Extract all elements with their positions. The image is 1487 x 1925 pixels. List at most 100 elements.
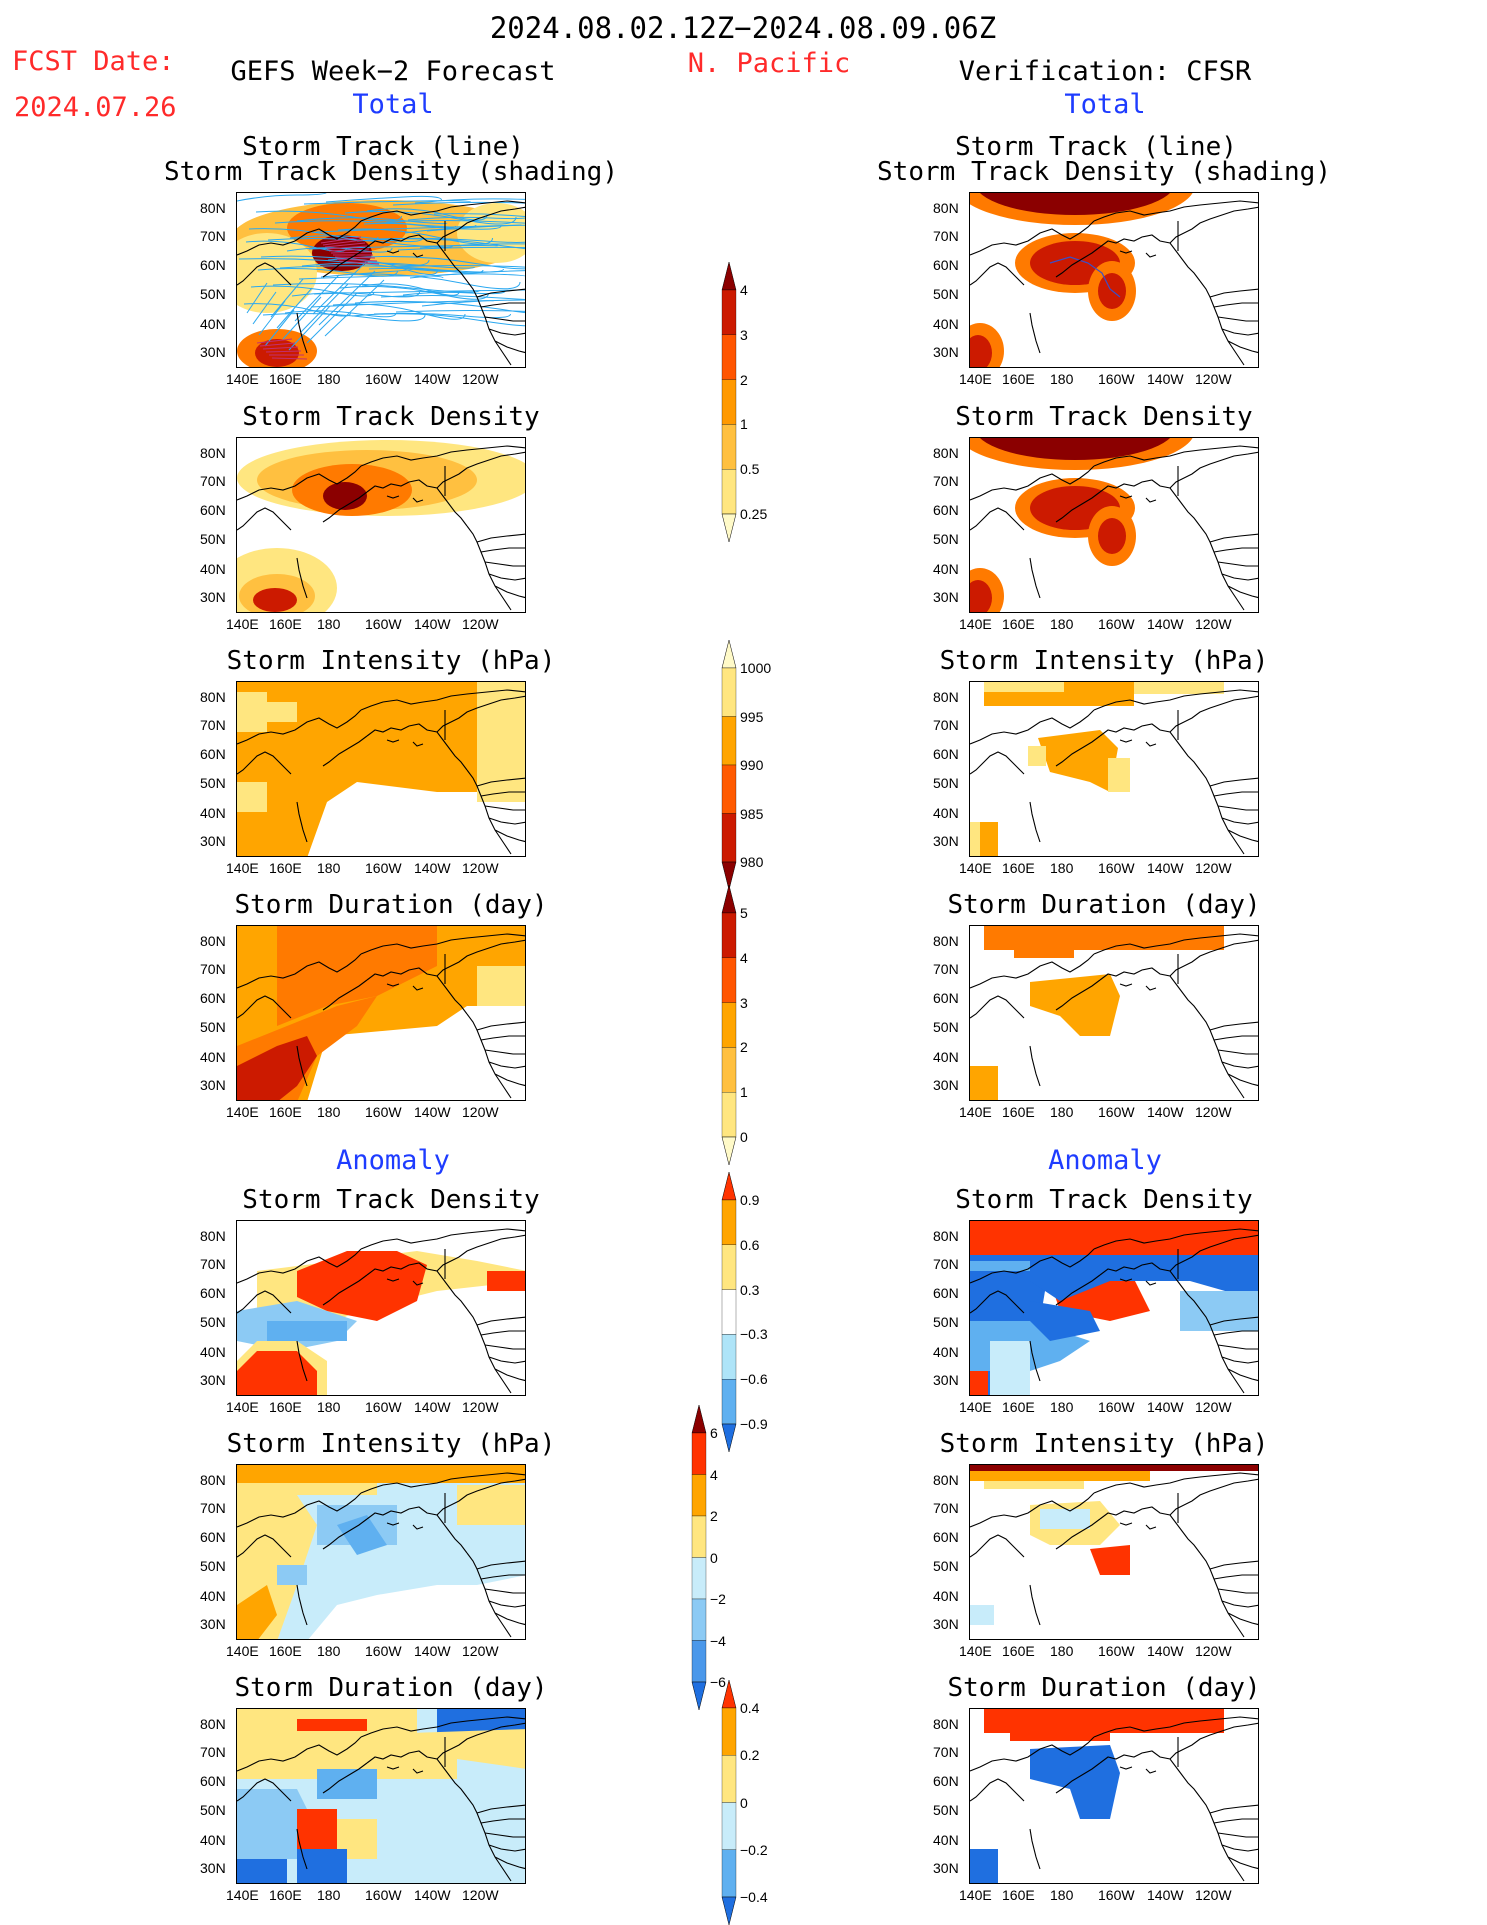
- colorbar-label: 0.2: [740, 1747, 760, 1764]
- lon-tick-label: 140E: [959, 371, 992, 387]
- shading-cell: [477, 966, 525, 1006]
- shading-region: [457, 203, 525, 263]
- lat-tick-label: 80N: [200, 689, 226, 705]
- colorbar-swatch: [721, 957, 737, 1003]
- lat-tick-label: 40N: [933, 805, 959, 821]
- right-p1-title-line1: Storm Track (line): [955, 132, 1237, 162]
- lon-tick-label: 160W: [365, 860, 402, 876]
- lon-tick-label: 120W: [1195, 1399, 1232, 1415]
- shading-region: [1090, 1545, 1130, 1575]
- coastline: [237, 1716, 525, 1882]
- lon-tick-label: 140W: [414, 616, 451, 632]
- lon-tick-label: 140W: [1147, 860, 1184, 876]
- colorbar-label: 3: [740, 326, 748, 343]
- lat-tick-label: 80N: [933, 933, 959, 949]
- lat-tick-label: 50N: [933, 1314, 959, 1330]
- coastline: [237, 933, 525, 1099]
- colorbar-label: 5: [740, 905, 748, 921]
- colorbar-label: 4: [740, 949, 748, 966]
- lat-tick-label: 50N: [200, 1558, 226, 1574]
- shading-cell: [387, 1779, 525, 1819]
- shading-region: [980, 193, 1170, 215]
- lat-tick-label: 60N: [200, 990, 226, 1006]
- shading-cell: [297, 1719, 367, 1731]
- lat-tick-label: 50N: [200, 1314, 226, 1330]
- left-storm-duration-map: [236, 925, 526, 1101]
- left-p7-title: Storm Duration (day): [234, 1673, 548, 1703]
- shading-cell: [377, 1749, 457, 1779]
- lon-tick-label: 160W: [1098, 860, 1135, 876]
- shading-cell: [970, 822, 980, 856]
- right-p5-title: Storm Track Density: [955, 1185, 1253, 1215]
- colorbar-swatch: [721, 1047, 737, 1093]
- lon-tick-label: 160W: [1098, 1643, 1135, 1659]
- coastline: [237, 1228, 525, 1394]
- region-label: N. Pacific: [687, 48, 851, 79]
- lon-tick-label: 160W: [365, 1643, 402, 1659]
- colorbar-swatch: [721, 764, 737, 814]
- left-p3-title: Storm Intensity (hPa): [226, 646, 556, 676]
- left-storm-intensity-map: [236, 681, 526, 857]
- shading-region: [337, 1515, 387, 1555]
- lat-tick-label: 50N: [200, 775, 226, 791]
- lat-tick-label: 60N: [200, 746, 226, 762]
- lat-tick-label: 30N: [933, 344, 959, 360]
- colorbar-swatch: [721, 1172, 737, 1201]
- lon-tick-label: 180: [1050, 1104, 1074, 1120]
- colorbar-swatch: [691, 1640, 707, 1683]
- storm-track-lines-dense: [256, 236, 380, 360]
- lon-tick-label: 180: [317, 371, 341, 387]
- colorbar-swatch: [691, 1557, 707, 1600]
- lat-tick-label: 70N: [933, 1744, 959, 1760]
- shading-region: [253, 588, 297, 612]
- lon-tick-label: 140E: [959, 1887, 992, 1903]
- lat-tick-label: 80N: [200, 1228, 226, 1244]
- lat-tick-label: 80N: [933, 200, 959, 216]
- lon-tick-label: 180: [1050, 1887, 1074, 1903]
- lon-tick-label: 180: [317, 1643, 341, 1659]
- left-title: GEFS Week−2 Forecast: [230, 56, 556, 87]
- shading-region: [970, 580, 992, 612]
- coastline: [970, 200, 1258, 366]
- intensity-colorbar: [721, 640, 737, 890]
- lon-tick-label: 160E: [269, 371, 302, 387]
- lon-tick-label: 120W: [1195, 1887, 1232, 1903]
- colorbar-label: 995: [740, 708, 764, 725]
- colorbar-label: 3: [740, 994, 748, 1011]
- lat-tick-label: 40N: [200, 316, 226, 332]
- colorbar-label: 2: [710, 1508, 718, 1524]
- right-p2-title: Storm Track Density: [955, 402, 1253, 432]
- left-anomaly-intensity-map: [236, 1464, 526, 1640]
- lon-tick-label: 120W: [462, 616, 499, 632]
- lon-tick-label: 120W: [1195, 616, 1232, 632]
- shading-cell: [477, 722, 525, 802]
- colorbar-swatch: [721, 1896, 737, 1925]
- colorbar-swatch: [721, 1092, 737, 1138]
- colorbar-swatch: [721, 1244, 737, 1290]
- shading-cell: [1108, 758, 1130, 792]
- colorbar-label: −0.3: [740, 1326, 768, 1343]
- lat-tick-label: 70N: [200, 961, 226, 977]
- left-storm-track-density-map: [236, 437, 526, 613]
- colorbar-swatch: [721, 1136, 737, 1165]
- right-p7-title: Storm Duration (day): [947, 1673, 1261, 1703]
- shading-region: [1030, 1745, 1120, 1819]
- lat-tick-label: 60N: [933, 1529, 959, 1545]
- colorbar-label: 0.5: [740, 461, 760, 478]
- right-p6-title: Storm Intensity (hPa): [939, 1429, 1269, 1459]
- shading-region: [297, 1251, 427, 1321]
- left-total-label: Total: [352, 89, 434, 120]
- lon-tick-label: 160W: [365, 1399, 402, 1415]
- lat-tick-label: 40N: [933, 1344, 959, 1360]
- lat-tick-label: 40N: [933, 561, 959, 577]
- colorbar-swatch: [721, 1755, 737, 1803]
- lon-tick-label: 180: [317, 1887, 341, 1903]
- lon-tick-label: 140W: [414, 371, 451, 387]
- colorbar-swatch: [721, 1199, 737, 1245]
- coastline: [970, 1472, 1258, 1638]
- lon-tick-label: 140W: [1147, 371, 1184, 387]
- left-p5-title: Storm Track Density: [242, 1185, 540, 1215]
- lat-tick-label: 30N: [933, 589, 959, 605]
- lat-tick-label: 80N: [200, 200, 226, 216]
- lat-tick-label: 40N: [200, 805, 226, 821]
